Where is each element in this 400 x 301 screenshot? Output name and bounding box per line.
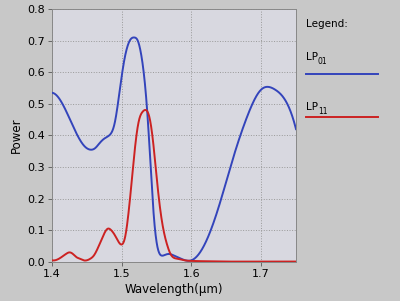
Text: 11: 11 [318, 107, 328, 116]
X-axis label: Wavelength(μm): Wavelength(μm) [125, 283, 223, 296]
Y-axis label: Power: Power [10, 118, 23, 153]
Text: 01: 01 [318, 57, 328, 67]
Text: LP: LP [306, 52, 318, 62]
Text: LP: LP [306, 102, 318, 112]
Text: Legend:: Legend: [306, 19, 348, 29]
